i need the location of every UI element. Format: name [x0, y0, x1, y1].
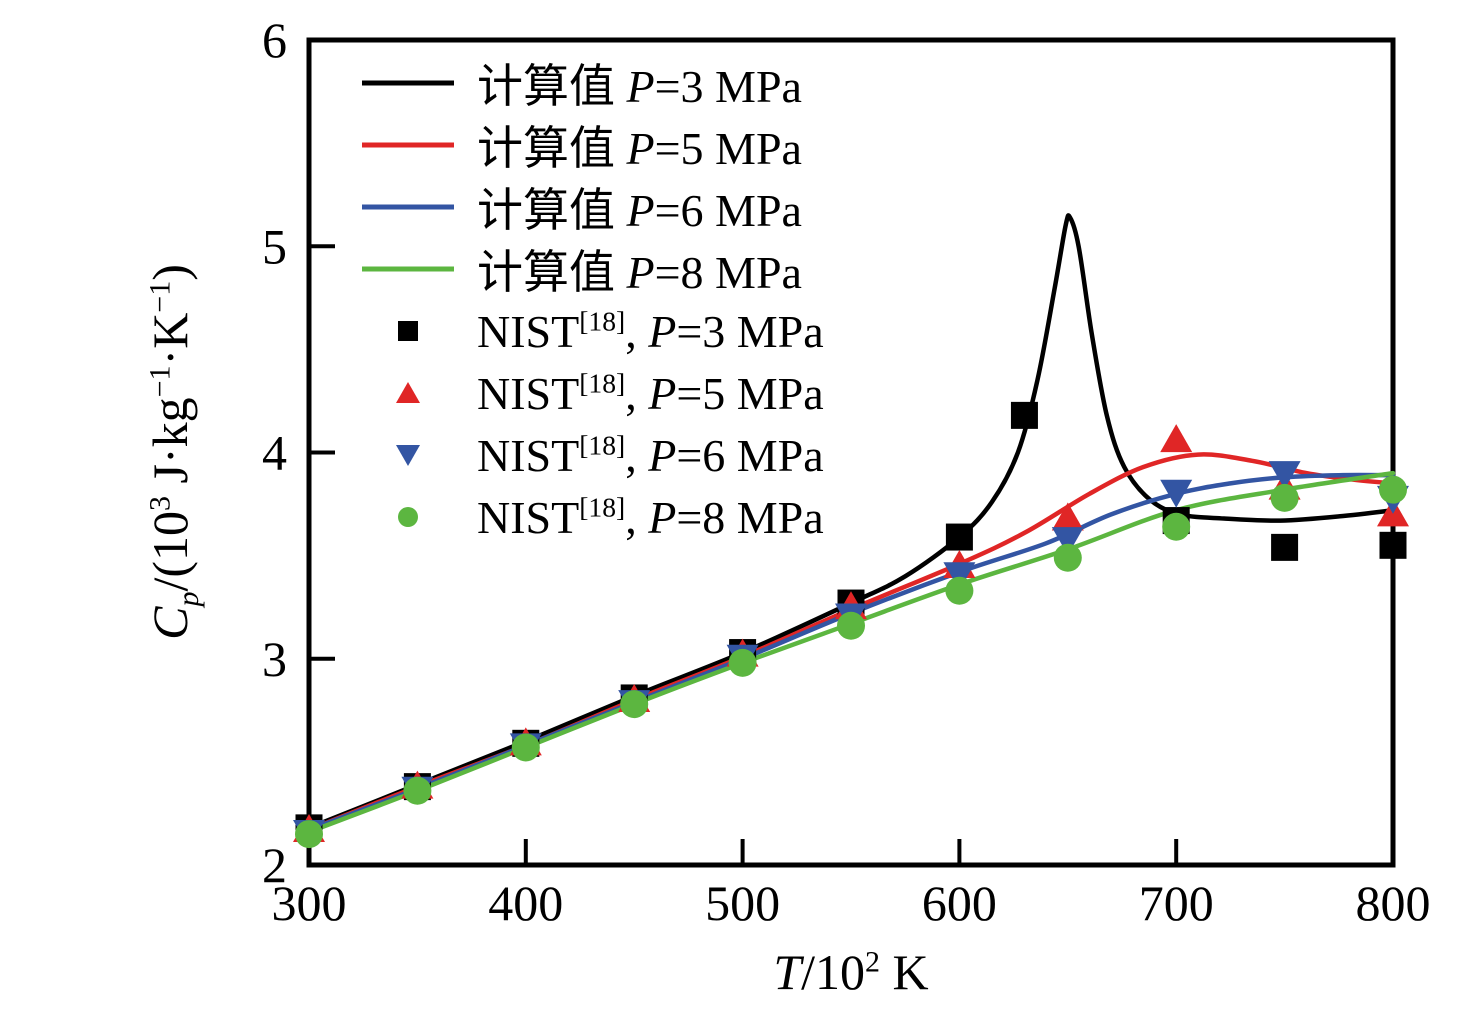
legend-item-nist-p5: NIST[18], P=5 MPa — [362, 362, 824, 424]
legend: 计算值 P=3 MPa 计算值 P=5 MPa 计算值 P=6 MPa 计算值 … — [362, 52, 824, 548]
x-tick-label: 700 — [1139, 875, 1214, 931]
data-point — [1268, 461, 1301, 490]
data-point — [728, 648, 757, 677]
data-point — [837, 611, 865, 640]
data-point — [1051, 502, 1084, 531]
scatter-series-3 — [295, 475, 1407, 849]
legend-label: 计算值 P=6 MPa — [477, 185, 802, 236]
circle-marker-icon — [362, 503, 454, 531]
x-tick-label: 400 — [488, 875, 563, 931]
y-tick-labels: 2 3 4 5 6 — [262, 12, 287, 893]
triangle-down-marker-icon — [362, 441, 454, 469]
data-point — [1162, 512, 1191, 541]
x-axis-label: T/102 K — [773, 944, 929, 1000]
legend-label: NIST[18], P=8 MPa — [477, 491, 824, 543]
data-point — [1053, 543, 1082, 572]
data-point — [1160, 424, 1193, 453]
y-tick-label: 6 — [262, 12, 287, 68]
legend-item-calc-p6: 计算值 P=6 MPa — [362, 176, 824, 238]
data-point — [1270, 483, 1299, 512]
square-marker-icon — [362, 317, 454, 345]
data-point — [511, 733, 540, 762]
data-point — [1271, 533, 1299, 561]
data-point — [945, 523, 973, 551]
data-point — [945, 576, 974, 605]
legend-label: NIST[18], P=3 MPa — [477, 305, 824, 357]
data-point — [403, 776, 432, 805]
y-tick-label: 2 — [262, 837, 287, 893]
line-sample-blue — [362, 193, 454, 221]
legend-label: 计算值 P=8 MPa — [477, 247, 802, 298]
legend-item-calc-p5: 计算值 P=5 MPa — [362, 114, 824, 176]
x-tick-labels: 300 400 500 600 700 800 — [272, 875, 1431, 931]
data-point — [1160, 479, 1193, 508]
x-tick-label: 300 — [272, 875, 347, 931]
x-tick-label: 800 — [1356, 875, 1431, 931]
data-point — [1051, 527, 1084, 556]
data-point — [1010, 401, 1038, 429]
data-point — [943, 562, 976, 591]
data-point — [1379, 531, 1407, 559]
data-point — [620, 690, 649, 719]
line-sample-black — [362, 69, 454, 97]
legend-label: 计算值 P=3 MPa — [477, 61, 802, 112]
data-point — [1379, 475, 1407, 504]
x-tick-label: 600 — [922, 875, 997, 931]
legend-label: 计算值 P=5 MPa — [477, 123, 802, 174]
legend-item-nist-p3: NIST[18], P=3 MPa — [362, 300, 824, 362]
line-sample-green — [362, 255, 454, 283]
y-tick-label: 5 — [262, 218, 287, 274]
y-tick-label: 3 — [262, 631, 287, 687]
y-tick-label: 4 — [262, 425, 287, 481]
legend-item-nist-p8: NIST[18], P=8 MPa — [362, 486, 824, 548]
x-tick-label: 500 — [705, 875, 780, 931]
triangle-up-marker-icon — [362, 379, 454, 407]
y-axis-label: Cp/(103 J·kg−1·K−1) — [142, 264, 205, 640]
legend-item-calc-p8: 计算值 P=8 MPa — [362, 238, 824, 300]
line-sample-red — [362, 131, 454, 159]
legend-item-nist-p6: NIST[18], P=6 MPa — [362, 424, 824, 486]
data-point — [295, 820, 323, 849]
legend-item-calc-p3: 计算值 P=3 MPa — [362, 52, 824, 114]
plot-frame — [306, 37, 1396, 868]
legend-label: NIST[18], P=5 MPa — [477, 367, 824, 419]
legend-label: NIST[18], P=6 MPa — [477, 429, 824, 481]
